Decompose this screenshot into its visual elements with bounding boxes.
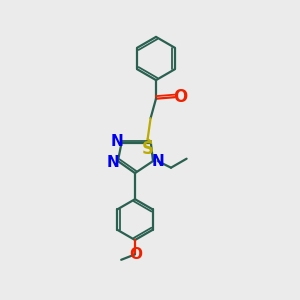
- Text: N: N: [152, 154, 164, 169]
- Text: S: S: [142, 140, 154, 158]
- Text: N: N: [107, 155, 119, 170]
- Text: N: N: [110, 134, 123, 149]
- Text: O: O: [129, 247, 142, 262]
- Text: O: O: [173, 88, 187, 106]
